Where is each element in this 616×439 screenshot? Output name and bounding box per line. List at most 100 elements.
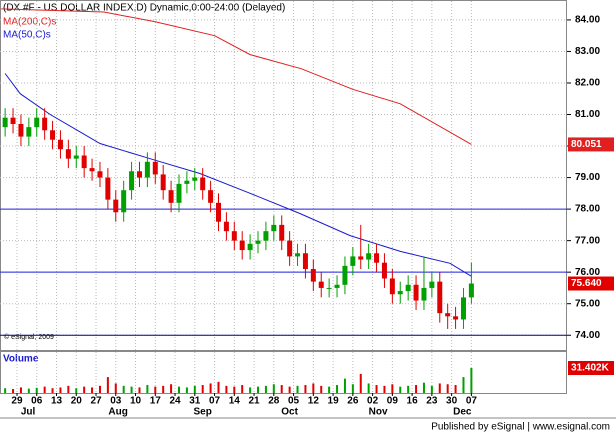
candle-body (389, 278, 395, 295)
volume-bar (438, 383, 441, 393)
volume-bar (336, 385, 339, 393)
candle (437, 272, 443, 323)
candle-body (208, 190, 214, 203)
candle (223, 212, 229, 241)
candle-body (429, 281, 435, 288)
y-tick-label: 79.00 (575, 172, 600, 183)
candle-body (310, 269, 316, 282)
candle (144, 152, 150, 188)
candle-body (50, 130, 56, 140)
candle-body (255, 240, 261, 244)
candle (89, 158, 95, 181)
x-tick-label: 16 (407, 396, 419, 407)
volume-bar (225, 385, 228, 393)
candle (468, 262, 474, 304)
candle (295, 243, 301, 266)
candle (413, 275, 419, 311)
volume-panel (0, 351, 567, 394)
candle-body (247, 243, 253, 251)
candle-body (231, 231, 237, 241)
candle-body (144, 161, 150, 178)
volume-bar (233, 386, 236, 393)
candle-body (113, 199, 119, 213)
candle (81, 146, 87, 178)
candle (334, 275, 340, 298)
candle-body (10, 117, 16, 124)
volume-bar (383, 385, 386, 393)
x-tick-label: 07 (209, 396, 221, 407)
volume-bar (154, 386, 157, 393)
ma-line (4, 73, 472, 277)
volume-bar (122, 385, 125, 393)
candle (216, 193, 222, 232)
chart-title: (DX #F - US DOLLAR INDEX,D) Dynamic,0:00… (3, 3, 285, 14)
candle (160, 164, 166, 200)
x-tick-label: 20 (71, 396, 83, 407)
volume-bar (328, 386, 331, 393)
candle (247, 234, 253, 260)
candle-body (302, 253, 308, 270)
volume-bar (91, 387, 94, 393)
candle-body (184, 180, 190, 184)
candle (18, 114, 24, 147)
volume-bar (367, 383, 370, 393)
candle-body (381, 262, 387, 279)
value-tag-label: 31.402K (571, 363, 610, 374)
volume-bar (399, 386, 402, 393)
value-tag-label: 80.051 (571, 139, 602, 150)
candle-body (295, 253, 301, 257)
volume-bar (146, 385, 149, 393)
candle-body (121, 190, 127, 213)
candle (326, 278, 332, 298)
x-tick-label: 21 (249, 396, 261, 407)
price-panel (0, 0, 567, 351)
month-label: Sep (194, 407, 212, 418)
candle (105, 168, 111, 210)
x-tick-label: 12 (308, 396, 320, 407)
candle (271, 215, 277, 241)
candle-body (168, 190, 174, 203)
volume-bar (193, 385, 196, 393)
y-tick-label: 76.00 (575, 267, 600, 278)
candle (136, 161, 142, 188)
x-tick-label: 06 (31, 396, 43, 407)
candle (42, 108, 48, 140)
volume-bar (375, 385, 378, 393)
volume-bar (162, 385, 165, 393)
candle (374, 243, 380, 273)
y-tick-label: 83.00 (575, 46, 600, 57)
y-tick-label: 84.00 (575, 15, 600, 26)
candle (318, 272, 324, 298)
volume-bar (241, 385, 244, 393)
volume-bar (114, 383, 117, 393)
candle (65, 139, 71, 169)
candle (113, 190, 119, 222)
volume-bar (4, 388, 7, 393)
month-label: Dec (453, 407, 472, 418)
value-tag (568, 276, 614, 291)
candle-body (342, 265, 348, 285)
value-tag (568, 361, 614, 376)
candle-body (318, 281, 324, 288)
annotation: © eSignal, 2009 (4, 333, 54, 341)
volume-bar (462, 377, 465, 393)
candle (287, 231, 293, 266)
x-tick-label: 07 (466, 396, 478, 407)
candle-body (26, 127, 32, 137)
candle-body (216, 202, 222, 222)
volume-bar (470, 368, 473, 393)
value-tag (568, 137, 614, 152)
candle-body (437, 281, 443, 314)
candle (366, 243, 372, 270)
candle-body (81, 155, 87, 169)
candle (129, 161, 135, 200)
candle (239, 231, 245, 260)
candle (381, 253, 387, 288)
candle-body (97, 171, 103, 178)
candle-body (192, 177, 198, 181)
volume-bar (304, 385, 307, 393)
candle (73, 146, 79, 169)
candle (255, 231, 261, 254)
candle-body (287, 240, 293, 257)
x-tick-label: 26 (347, 396, 359, 407)
